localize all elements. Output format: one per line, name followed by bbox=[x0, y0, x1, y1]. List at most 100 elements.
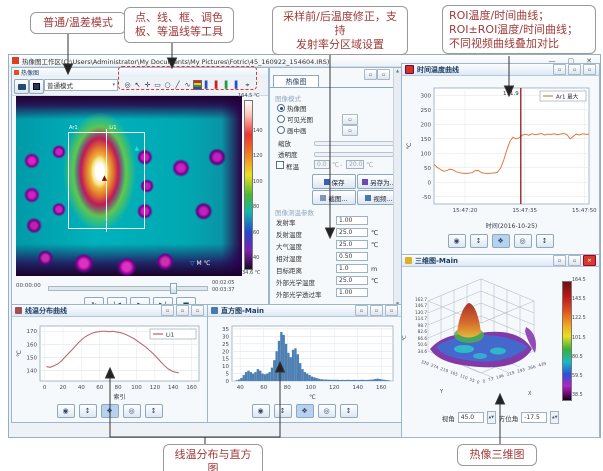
param-field-emissivity[interactable]: 1.00 bbox=[336, 216, 368, 225]
param-field-optics-trans[interactable]: 1.00 bbox=[336, 288, 368, 297]
line-chart-toolbar-button[interactable]: ◎ bbox=[122, 404, 141, 418]
opacity-slider[interactable] bbox=[314, 152, 394, 157]
open-file-button[interactable] bbox=[14, 79, 29, 94]
svg-text:15: 15 bbox=[222, 357, 229, 363]
time-panel-button-3[interactable]: ▫ bbox=[583, 64, 596, 75]
param-field-optics-temp[interactable]: 25.0 bbox=[336, 276, 368, 285]
hist-chart-toolbar-button[interactable]: ↕ bbox=[339, 404, 358, 418]
svg-text:200: 200 bbox=[421, 122, 432, 128]
time-chart-toolbar-button[interactable]: ↕ bbox=[469, 234, 488, 248]
radio-thermal[interactable] bbox=[277, 104, 285, 112]
time-chart-toolbar-button[interactable]: ❖ bbox=[491, 234, 510, 248]
time-panel-button-2[interactable]: ▫ bbox=[568, 64, 581, 75]
snapshot-button[interactable]: 截图... bbox=[312, 190, 356, 205]
hist-panel-button-3[interactable]: ▫ bbox=[385, 305, 398, 316]
visible-browse-button[interactable]: ▫ bbox=[342, 114, 358, 125]
scroll-down-icon[interactable]: ▼ bbox=[396, 301, 399, 306]
line-chart-toolbar-button[interactable]: ❖ bbox=[100, 404, 119, 418]
svg-text:50: 50 bbox=[424, 166, 431, 172]
panel-3d-close-button[interactable]: ✕ bbox=[583, 255, 596, 266]
hist-chart-toolbar-button[interactable]: ❖ bbox=[295, 404, 314, 418]
save-button[interactable]: 保存 bbox=[312, 174, 356, 189]
azimuth-field[interactable]: -17.5 bbox=[521, 412, 548, 423]
callout-tools: 点、线、框、调色 板、等温线等工具 bbox=[124, 7, 234, 43]
video-button-icon bbox=[365, 194, 372, 201]
isotherm-interval-tool-icon[interactable]: ▌ bbox=[224, 81, 231, 89]
isotherm-above-tool-icon[interactable]: ▌ bbox=[204, 81, 211, 89]
panel-3d-icon bbox=[405, 257, 412, 264]
param-field-reflected-temp[interactable]: 25.0 bbox=[336, 228, 368, 237]
polyline-tool-icon[interactable]: ∿ bbox=[184, 81, 191, 89]
thermal-image[interactable]: Ar1 Li1 ▲ ▽ ▲ ▽ M ℃ bbox=[16, 96, 242, 276]
timeline-thumb[interactable] bbox=[170, 283, 177, 294]
hist-chart-toolbar-button[interactable]: ◎ bbox=[317, 404, 336, 418]
hist-chart-toolbar-button[interactable]: ↕ bbox=[273, 404, 292, 418]
line-panel-button-3[interactable]: ▫ bbox=[191, 305, 204, 316]
surface-3d-plot[interactable] bbox=[406, 269, 556, 401]
box-temp-checkbox[interactable] bbox=[276, 161, 284, 169]
box-temp-low-field[interactable]: 0.0 bbox=[314, 160, 330, 169]
azimuth-stepper[interactable]: ▲▼ bbox=[550, 411, 560, 424]
spot-tool-icon[interactable]: ◎ bbox=[124, 81, 131, 89]
time-chart-toolbar-button[interactable]: ◎ bbox=[513, 234, 532, 248]
tab-thermal-image[interactable]: 热像图 bbox=[273, 75, 319, 88]
box-temp-high-field[interactable]: 20.0 bbox=[346, 160, 364, 169]
minimize-button[interactable]: — bbox=[548, 56, 556, 65]
panel-3d-button-1[interactable]: ▫ bbox=[553, 255, 566, 266]
line-chart-toolbar-button[interactable]: ↕ bbox=[144, 404, 163, 418]
settings-scrollbar[interactable]: ▲ ▼ bbox=[393, 68, 401, 306]
zoom-slider[interactable] bbox=[314, 141, 394, 146]
time-chart-toolbar-button[interactable]: ↕ bbox=[535, 234, 554, 248]
view-angle-stepper[interactable]: ▲▼ bbox=[486, 411, 496, 424]
box-temp-high-unit: ℃ bbox=[366, 161, 374, 169]
isotherm-below-tool-icon[interactable]: ▌ bbox=[214, 81, 221, 89]
time-chart-toolbar-button[interactable]: ◉ bbox=[447, 234, 466, 248]
snapshot-button-label: 截图... bbox=[328, 194, 348, 203]
pip-browse-button[interactable]: ▫ bbox=[342, 125, 358, 136]
svg-text:150: 150 bbox=[421, 137, 432, 143]
line-chart-toolbar-button[interactable]: ◉ bbox=[56, 404, 75, 418]
svg-text:15:47:35: 15:47:35 bbox=[512, 208, 537, 214]
view-angle-field[interactable]: 45.0 bbox=[457, 412, 484, 423]
settings-panel-button-1[interactable]: ▫ bbox=[364, 69, 377, 80]
roi-rectangle[interactable]: Ar1 Li1 ▲ ▽ ▲ bbox=[67, 126, 145, 233]
line-profile-header: 线温分布曲线 ▫ ▫ ▫ bbox=[12, 305, 207, 317]
opacity-label: 透明度 bbox=[278, 151, 298, 159]
hist-panel-button-1[interactable]: ▫ bbox=[355, 305, 368, 316]
param-field-atmos-temp[interactable]: 25.0 bbox=[336, 240, 368, 249]
line-tool-icon[interactable]: ╱ bbox=[175, 81, 180, 89]
param-field-humidity[interactable]: 0.50 bbox=[336, 252, 368, 261]
fusion-tool-icon[interactable]: ⌖ bbox=[245, 80, 250, 89]
svg-text:150: 150 bbox=[27, 355, 38, 361]
cursor-tool-icon[interactable]: ↖ bbox=[134, 81, 141, 89]
radio-pip[interactable] bbox=[277, 126, 285, 134]
param-label-optics-temp: 外部光学温度 bbox=[276, 279, 315, 287]
panel-3d-button-2[interactable]: ▫ bbox=[568, 255, 581, 266]
z-axis-unit: ℃ bbox=[401, 335, 408, 341]
hist-panel-button-2[interactable]: ▫ bbox=[370, 305, 383, 316]
radio-visible[interactable] bbox=[277, 115, 285, 123]
rectangle-tool-icon[interactable]: ▭ bbox=[154, 81, 161, 89]
line-panel-button-2[interactable]: ▫ bbox=[176, 305, 189, 316]
ellipse-tool-icon[interactable]: ○ bbox=[164, 81, 171, 89]
move-tool-icon[interactable]: ✛ bbox=[144, 81, 151, 89]
line-panel-button-1[interactable]: ▫ bbox=[161, 305, 174, 316]
isotherm-outside-tool-icon[interactable]: ▌ bbox=[234, 81, 241, 89]
line-chart-toolbar-button[interactable]: ↕ bbox=[78, 404, 97, 418]
close-button[interactable]: ✕ bbox=[586, 56, 592, 65]
video-button[interactable]: 视频... bbox=[357, 190, 401, 205]
mode-dropdown[interactable]: 普通模式 ▾ bbox=[44, 79, 118, 91]
svg-text:300: 300 bbox=[421, 93, 432, 99]
max-marker-icon: ▲ bbox=[101, 173, 108, 182]
measure-line[interactable] bbox=[106, 129, 108, 233]
callout-correction-line2: 发射率分区域设置 bbox=[296, 37, 384, 51]
scroll-up-icon[interactable]: ▲ bbox=[395, 68, 400, 73]
save-file-button[interactable] bbox=[29, 79, 44, 94]
timeline-track[interactable] bbox=[48, 286, 208, 291]
maximize-button[interactable]: ▢ bbox=[567, 56, 575, 65]
hist-chart-toolbar-button[interactable]: ◉ bbox=[251, 404, 270, 418]
param-field-distance[interactable]: 1.0 bbox=[336, 264, 368, 273]
time-panel-button-1[interactable]: ▫ bbox=[553, 64, 566, 75]
settings-panel-button-2[interactable]: ▫ bbox=[377, 69, 390, 80]
